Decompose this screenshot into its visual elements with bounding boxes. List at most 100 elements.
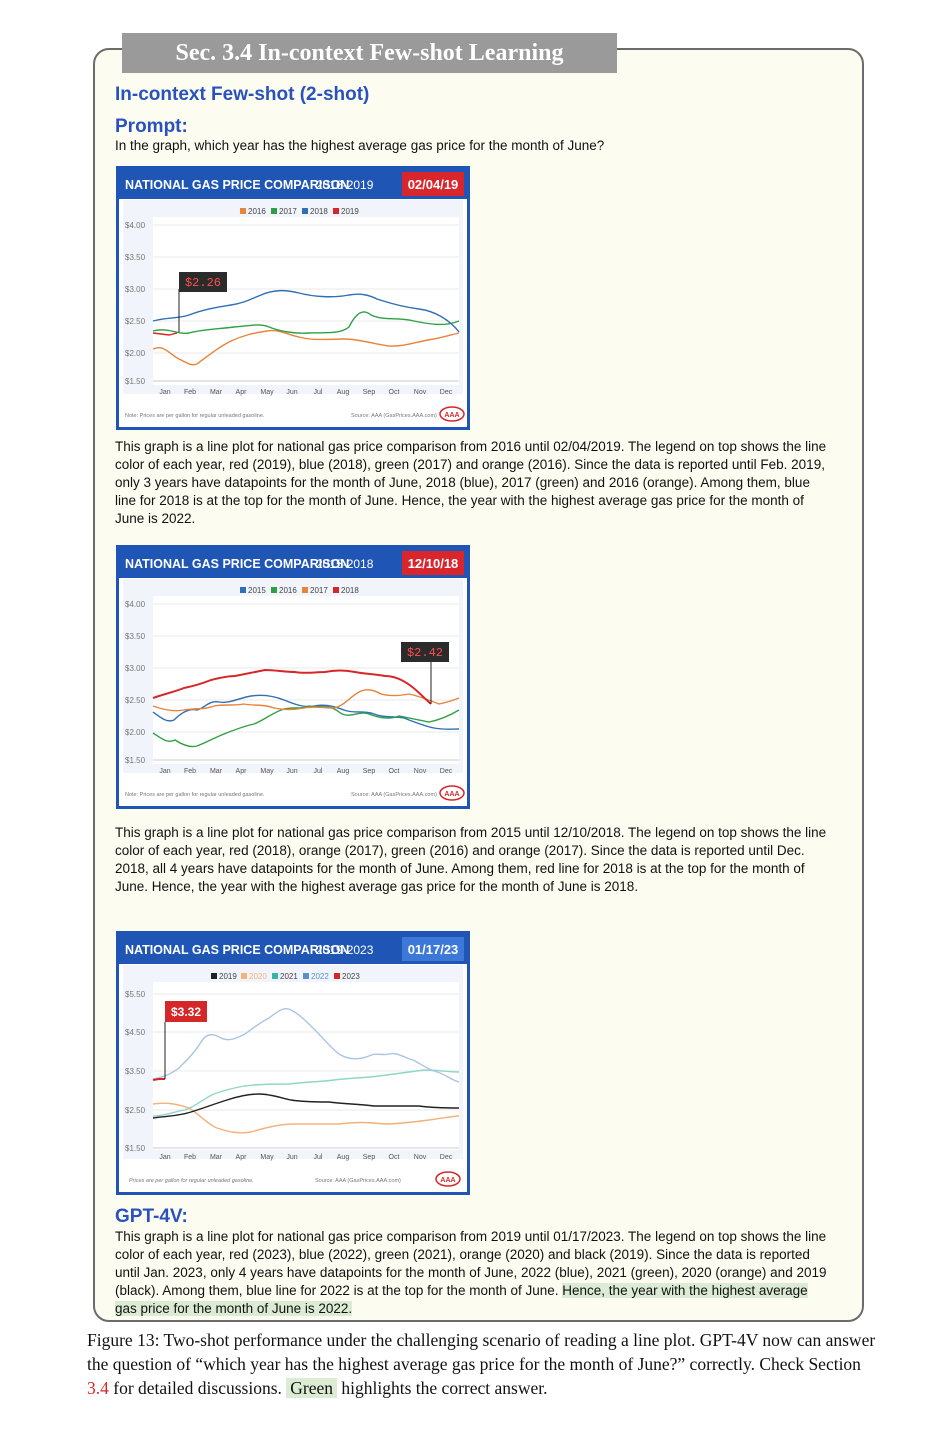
figure-caption: Figure 13: Two-shot performance under th… [87, 1328, 877, 1400]
x-tick: Sep [363, 768, 376, 775]
legend-label-2019: 2019 [219, 972, 237, 981]
y-tick: $2.00 [125, 728, 146, 737]
aaa-logo: AAA [435, 1171, 461, 1187]
date-badge [402, 551, 464, 575]
line-2018 [152, 668, 432, 705]
y-tick: $4.00 [125, 600, 146, 609]
y-tick: $3.00 [125, 285, 146, 294]
x-tick: Apr [236, 389, 248, 396]
x-tick: Aug [337, 768, 350, 775]
chart-note: Note: Prices are per gallon for regular … [125, 792, 265, 798]
y-axis: $4.00 $3.50 $3.00 $2.50 $2.00 $1.50 [125, 221, 459, 386]
legend-swatch-2019 [211, 973, 217, 979]
x-axis: Jan Feb Mar Apr May Jun Jul Aug Sep Oct … [159, 389, 452, 396]
x-tick: Jun [286, 768, 297, 775]
explanation-2: This graph is a line plot for national g… [115, 825, 827, 894]
x-tick: Dec [440, 389, 453, 396]
x-tick: Oct [389, 768, 400, 775]
section-link[interactable]: 3.4 [87, 1378, 109, 1398]
legend-label-2018: 2018 [310, 207, 328, 216]
x-tick: Mar [210, 389, 223, 396]
section-title: Sec. 3.4 In-context Few-shot Learning [122, 33, 617, 73]
chart-range: 2019-2023 [316, 943, 374, 957]
x-tick: May [260, 1154, 274, 1161]
x-tick: Jan [159, 389, 170, 396]
gpt-answer: This graph is a line plot for national g… [115, 1228, 830, 1318]
y-tick: $2.00 [125, 349, 146, 358]
x-axis: Jan Feb Mar Apr May Jun Jul Aug Sep Oct … [159, 768, 452, 775]
legend-swatch-2021 [272, 973, 278, 979]
chart-range: 2015-2018 [316, 557, 374, 571]
line-2017 [152, 311, 460, 335]
x-tick: Jun [286, 389, 297, 396]
gas-chart-2: NATIONAL GAS PRICE COMPARISON 2015-2018 … [116, 545, 470, 809]
line-2017 [152, 689, 460, 712]
x-tick: Jul [314, 389, 323, 396]
y-tick: $2.50 [125, 1106, 146, 1115]
legend-label-2015: 2015 [248, 586, 266, 595]
callout-value: $3.32 [171, 1005, 201, 1019]
x-tick: Oct [389, 389, 400, 396]
x-tick: Sep [363, 389, 376, 396]
x-tick: Jan [159, 768, 170, 775]
prompt-label: Prompt: [115, 116, 188, 137]
date-badge [402, 172, 464, 196]
legend: 2019 2020 2021 2022 2023 [211, 972, 360, 981]
x-tick: Jul [314, 768, 323, 775]
series-lines [152, 289, 460, 366]
chart-title: NATIONAL GAS PRICE COMPARISON [125, 943, 349, 957]
green-label: Green [286, 1378, 338, 1398]
legend: 2015 2016 2017 2018 [240, 586, 359, 595]
subtitle: In-context Few-shot (2-shot) [115, 84, 370, 105]
legend-label-2022: 2022 [311, 972, 329, 981]
y-tick: $1.50 [125, 756, 146, 765]
date-label: 01/17/23 [408, 942, 459, 957]
x-tick: May [260, 768, 274, 775]
gpt-label: GPT-4V: [115, 1206, 188, 1227]
legend-swatch-2015 [240, 587, 246, 593]
legend-swatch-2022 [303, 973, 309, 979]
x-tick: Feb [184, 389, 196, 396]
legend-label-2016: 2016 [248, 207, 266, 216]
legend-label-2019: 2019 [341, 207, 359, 216]
price-callout: $2.42 [401, 642, 449, 704]
chart-source: Source: AAA (GasPrices.AAA.com) [315, 1178, 401, 1184]
x-tick: Feb [184, 768, 196, 775]
x-tick: Jun [286, 1154, 297, 1161]
date-badge [402, 937, 464, 961]
legend-label-2023: 2023 [342, 972, 360, 981]
x-tick: Dec [440, 768, 453, 775]
x-tick: Aug [337, 389, 350, 396]
caption-part-1: Figure 13: Two-shot performance under th… [87, 1330, 876, 1374]
x-tick: Apr [236, 768, 248, 775]
y-tick: $1.50 [125, 377, 146, 386]
x-tick: Nov [414, 1154, 427, 1161]
callout-value: $2.26 [185, 276, 221, 290]
y-tick: $4.50 [125, 1028, 146, 1037]
legend-label-2018: 2018 [341, 586, 359, 595]
caption-part-2: for detailed discussions. [108, 1378, 287, 1398]
line-2016 [152, 705, 460, 748]
explanation-1: This graph is a line plot for national g… [115, 439, 827, 526]
chart-note: Note: Prices are per gallon for regular … [125, 413, 265, 419]
x-tick: Dec [440, 1154, 453, 1161]
x-axis: Jan Feb Mar Apr May Jun Jul Aug Sep Oct … [159, 1154, 452, 1161]
aaa-logo-text: AAA [444, 791, 459, 798]
line-2021 [152, 1069, 460, 1117]
legend-swatch-2018 [302, 208, 308, 214]
aaa-logo-text: AAA [444, 412, 459, 419]
x-tick: Nov [414, 768, 427, 775]
date-label: 02/04/19 [408, 177, 459, 192]
x-tick: Jul [314, 1154, 323, 1161]
legend-label-2017: 2017 [279, 207, 297, 216]
x-tick: Oct [389, 1154, 400, 1161]
y-tick: $1.50 [125, 1144, 146, 1153]
y-tick: $3.50 [125, 632, 146, 641]
aaa-logo: AAA [439, 785, 465, 801]
line-2020 [152, 1102, 460, 1134]
line-2015 [152, 694, 460, 730]
legend-label-2016: 2016 [279, 586, 297, 595]
aaa-logo: AAA [439, 406, 465, 422]
y-tick: $4.00 [125, 221, 146, 230]
x-tick: Mar [210, 768, 223, 775]
